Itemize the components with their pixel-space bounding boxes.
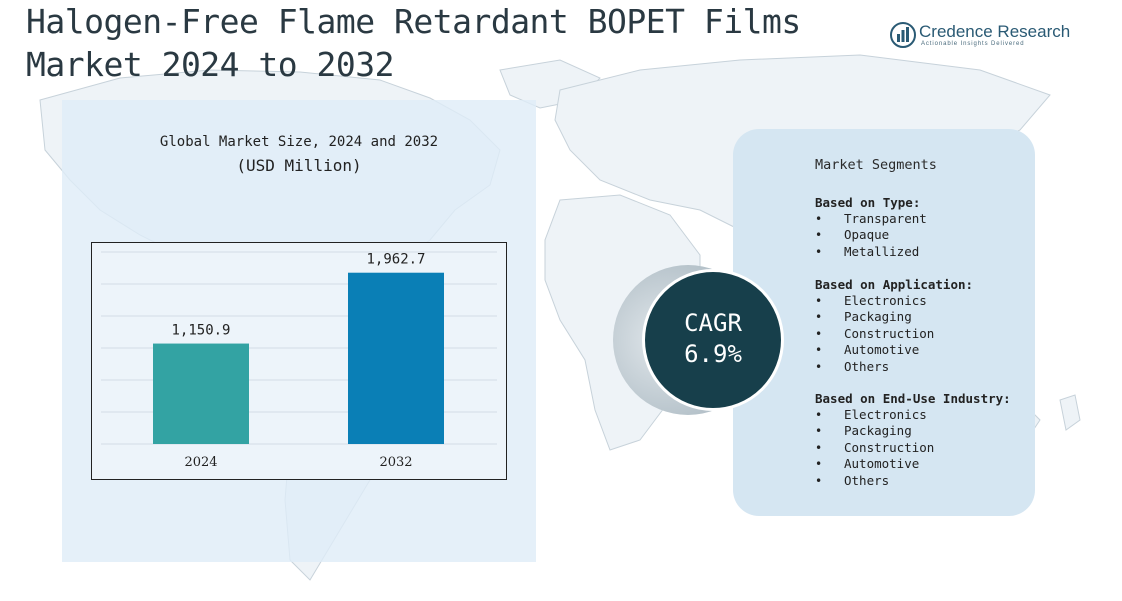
segment-item: Construction	[815, 440, 1011, 457]
x-tick-label: 2032	[379, 455, 412, 470]
segment-item: Packaging	[815, 423, 1011, 440]
segment-item: Automotive	[815, 342, 973, 359]
cagr-label: CAGR	[684, 309, 742, 337]
segment-item: Others	[815, 473, 1011, 490]
segment-item: Metallized	[815, 244, 927, 261]
bar-value-label: 1,150.9	[171, 323, 230, 339]
segment-item: Transparent	[815, 211, 927, 228]
segment-item: Electronics	[815, 293, 973, 310]
segment-item: Others	[815, 359, 973, 376]
bar-2024	[153, 343, 249, 444]
segment-group-type: Based on Type: Transparent Opaque Metall…	[815, 194, 927, 261]
segment-group-end-use: Based on End-Use Industry: Electronics P…	[815, 390, 1011, 489]
title-line-2: Market 2024 to 2032	[26, 45, 395, 84]
bar-2032	[348, 272, 444, 444]
chart-title: Global Market Size, 2024 and 2032	[159, 134, 439, 150]
segment-item: Automotive	[815, 456, 1011, 473]
page-title: Halogen-Free Flame Retardant BOPET Films…	[26, 0, 801, 86]
title-line-1: Halogen-Free Flame Retardant BOPET Films	[26, 2, 801, 41]
cagr-badge	[642, 269, 784, 411]
segment-heading: Based on Type:	[815, 195, 921, 210]
segment-item: Electronics	[815, 407, 1011, 424]
company-logo: Credence Research Actionable Insights De…	[888, 22, 1078, 50]
segment-group-application: Based on Application: Electronics Packag…	[815, 276, 973, 375]
segment-item: Construction	[815, 326, 973, 343]
logo-tagline: Actionable Insights Delivered	[921, 41, 1025, 47]
segment-heading: Based on End-Use Industry:	[815, 391, 1011, 406]
segment-item: Opaque	[815, 227, 927, 244]
logo-bars-icon	[890, 22, 916, 48]
bar-chart: 1,150.9 2024 1,962.7 2032	[91, 242, 507, 480]
segment-heading: Based on Application:	[815, 277, 974, 292]
segments-title: Market Segments	[815, 157, 937, 173]
logo-name: Credence Research	[919, 22, 1071, 41]
x-tick-label: 2024	[184, 455, 217, 470]
bar-value-label: 1,962.7	[366, 252, 425, 268]
segment-item: Packaging	[815, 309, 973, 326]
chart-bars: 1,150.9 2024 1,962.7 2032	[153, 252, 444, 470]
chart-subtitle: (USD Million)	[236, 156, 362, 175]
cagr-value: 6.9%	[684, 340, 742, 368]
